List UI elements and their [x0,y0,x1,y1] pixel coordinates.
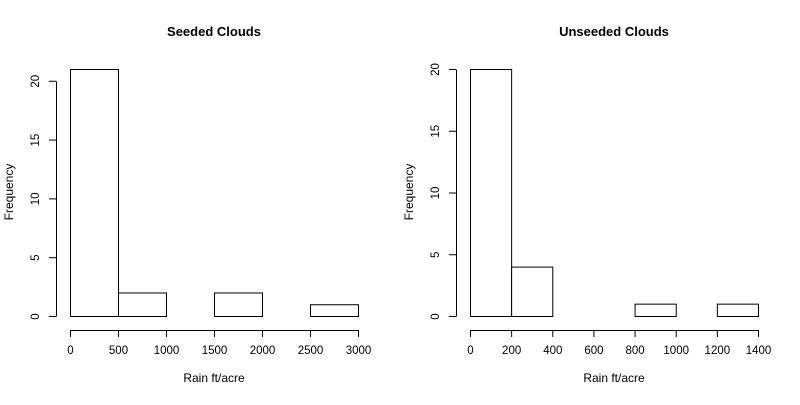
x-tick-label: 800 [625,345,644,357]
x-tick-label: 3000 [346,345,372,357]
y-axis: 0 5 10 15 20 [430,63,457,320]
x-tick-label: 0 [467,345,473,357]
x-tick-label: 1500 [202,345,228,357]
y-tick-label: 20 [30,75,42,88]
x-tick-label: 200 [502,345,521,357]
x-tick-label: 0 [67,345,73,357]
y-axis-label: Frequency [402,164,416,221]
histogram-bar [70,69,119,317]
x-axis: 0 500 1000 1500 2000 2500 3000 [67,330,371,357]
panel-seeded: Seeded Clouds Rain ft/acre Frequency 0 50… [2,24,371,385]
y-tick-label: 10 [430,187,442,200]
x-tick-label: 1400 [746,345,772,357]
histogram-bar [511,266,554,318]
y-tick-label: 5 [430,252,442,258]
y-tick-label: 10 [30,192,42,205]
x-tick-label: 600 [584,345,603,357]
x-tick-label: 2500 [298,345,324,357]
histogram-bar [634,303,677,317]
x-tick-label: 1000 [154,345,180,357]
y-axis-label: Frequency [2,164,16,221]
x-axis: 0 200 400 600 800 1000 1200 1400 [467,330,771,357]
x-tick-label: 500 [109,345,128,357]
histogram-bar [716,303,759,317]
x-tick-label: 400 [543,345,562,357]
x-axis-label: Rain ft/acre [183,371,245,385]
x-axis-label: Rain ft/acre [583,371,645,385]
y-tick-label: 5 [30,254,42,260]
x-tick-label: 2000 [250,345,276,357]
bars-group [70,69,359,318]
x-tick-label: 1000 [663,345,689,357]
histogram-bar [310,304,359,318]
panel-title: Seeded Clouds [167,24,261,39]
histogram-bar [470,69,513,317]
y-tick-label: 0 [430,313,442,319]
panel-unseeded: Unseeded Clouds Rain ft/acre Frequency 0… [402,24,771,385]
panel-title: Unseeded Clouds [559,24,669,39]
bars-group [470,69,759,318]
y-tick-label: 15 [430,125,442,138]
histogram-bar [214,292,263,318]
y-tick-label: 15 [30,134,42,147]
y-tick-label: 20 [430,63,442,76]
y-tick-label: 0 [30,313,42,319]
histogram-bar [118,292,167,318]
x-tick-label: 1200 [705,345,731,357]
y-axis: 0 5 10 15 20 [30,75,57,320]
